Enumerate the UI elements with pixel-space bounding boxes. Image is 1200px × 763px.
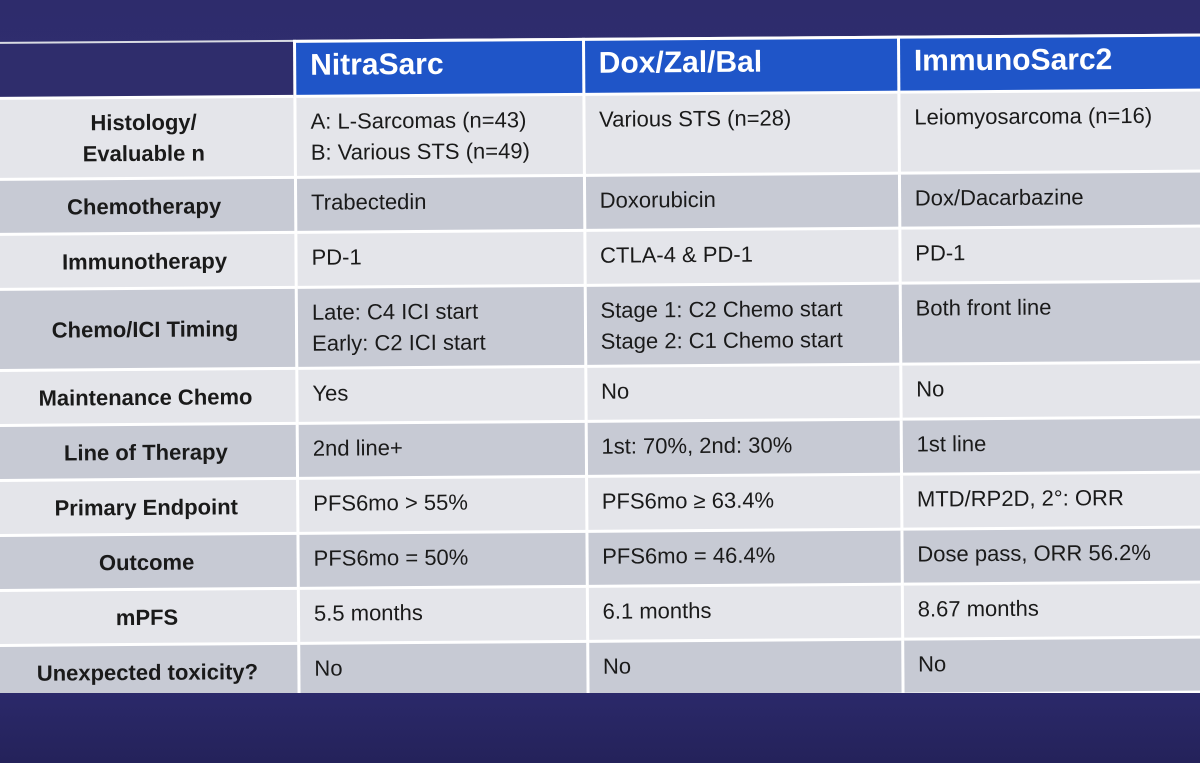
table-cell: Dose pass, ORR 56.2% [901,526,1200,585]
table-header-row: NitraSarc Dox/Zal/Bal ImmunoSarc2 [0,34,1200,99]
table-cell: PFS6mo = 46.4% [586,529,903,587]
row-label: Unexpected toxicity? [0,643,300,701]
table-row: Histology/ Evaluable n A: L-Sarcomas (n=… [0,89,1200,180]
table-row: Line of Therapy 2nd line+ 1st: 70%, 2nd:… [0,416,1200,481]
slide-background-bottom [0,693,1200,763]
table-cell: Leiomyosarcoma (n=16) [898,89,1200,174]
row-label: Primary Endpoint [0,478,298,536]
table-cell: Both front line [899,280,1200,365]
table-cell: PFS6mo > 55% [297,476,587,534]
row-label: mPFS [0,588,299,646]
table-cell: Late: C4 ICI start Early: C2 ICI start [296,285,586,369]
table-cell: A: L-Sarcomas (n=43) B: Various STS (n=4… [294,94,585,178]
table-cell: 6.1 months [586,584,903,642]
table-cell: PFS6mo = 50% [297,531,587,589]
table-cell: Stage 1: C2 Chemo start Stage 2: C1 Chem… [584,283,901,367]
table-cell: Various STS (n=28) [583,92,900,176]
table-row: Outcome PFS6mo = 50% PFS6mo = 46.4% Dose… [0,526,1200,591]
table-cell: Doxorubicin [584,173,900,231]
row-label: Immunotherapy [0,232,297,290]
table-row: Chemotherapy Trabectedin Doxorubicin Dox… [0,170,1200,235]
table-cell: 1st line [900,416,1200,475]
row-label: Chemo/ICI Timing [0,287,297,371]
comparison-table: NitraSarc Dox/Zal/Bal ImmunoSarc2 Histol… [0,33,1200,702]
table-cell: PFS6mo ≥ 63.4% [586,474,902,532]
row-label: Histology/ Evaluable n [0,96,296,180]
table-cell: 1st: 70%, 2nd: 30% [585,419,902,477]
row-label: Chemotherapy [0,177,296,235]
column-header-immunosarc2: ImmunoSarc2 [898,34,1200,93]
table-row: mPFS 5.5 months 6.1 months 8.67 months [0,581,1200,646]
table-cell: No [902,636,1200,695]
table-cell: Trabectedin [295,175,585,233]
table-cell: MTD/RP2D, 2°: ORR [901,471,1200,530]
table-cell: No [298,641,588,699]
table-row: Immunotherapy PD-1 CTLA-4 & PD-1 PD-1 [0,225,1200,290]
table-row: Unexpected toxicity? No No No [0,636,1200,701]
column-header-dox-zal-bal: Dox/Zal/Bal [583,37,899,95]
table-cell: Yes [296,366,586,424]
row-label: Outcome [0,533,299,591]
table-cell: 8.67 months [902,581,1200,640]
table-cell: CTLA-4 & PD-1 [584,228,900,286]
table-cell: Dox/Dacarbazine [899,170,1200,229]
table-cell: PD-1 [899,225,1200,284]
table-row: Primary Endpoint PFS6mo > 55% PFS6mo ≥ 6… [0,471,1200,536]
table-row: Maintenance Chemo Yes No No [0,361,1200,426]
row-label: Maintenance Chemo [0,368,298,426]
column-header-nitrasarc: NitraSarc [294,39,584,97]
row-label: Line of Therapy [0,423,298,481]
table-cell: PD-1 [295,230,585,288]
table-row: Chemo/ICI Timing Late: C4 ICI start Earl… [0,280,1200,371]
table-cell: No [585,364,901,422]
table-cell: No [900,361,1200,420]
table-cell: 2nd line+ [297,421,587,479]
table-cell: 5.5 months [298,586,588,644]
header-corner [0,41,295,99]
table-cell: No [587,639,903,697]
